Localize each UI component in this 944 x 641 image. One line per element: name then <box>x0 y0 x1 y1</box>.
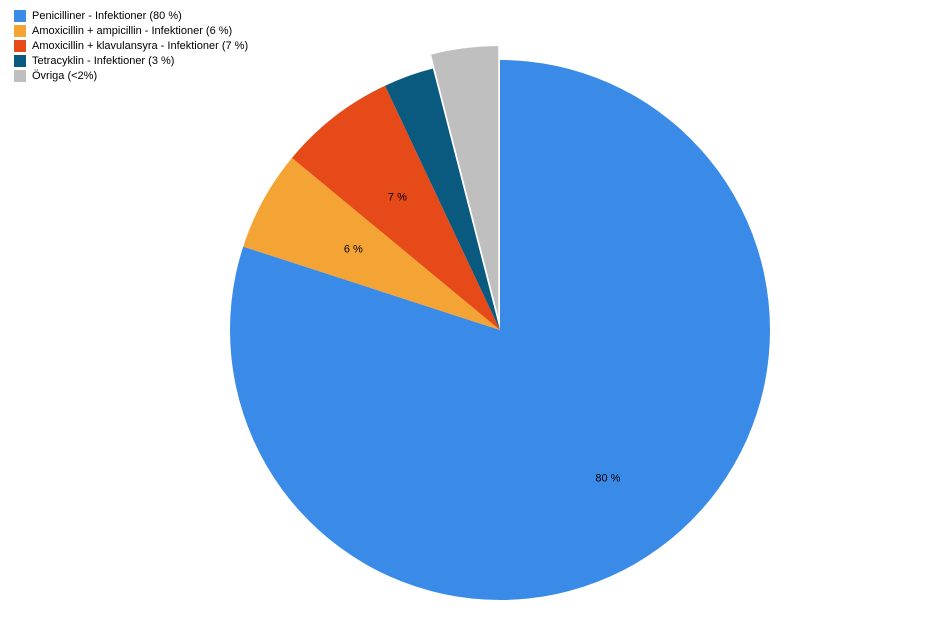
legend-swatch <box>14 70 26 82</box>
legend-swatch <box>14 40 26 52</box>
legend-swatch <box>14 25 26 37</box>
legend-swatch <box>14 10 26 22</box>
legend-item: Penicilliner - Infektioner (80 %) <box>14 8 248 23</box>
pie-chart: 80 %6 %7 %Övriga (<2%) <box>130 30 910 640</box>
slice-data-label: 6 % <box>344 243 363 255</box>
slice-data-label: 80 % <box>595 472 620 484</box>
slice-data-label: 7 % <box>388 192 407 204</box>
legend-swatch <box>14 55 26 67</box>
legend-label: Övriga (<2%) <box>32 70 97 82</box>
legend-label: Penicilliner - Infektioner (80 %) <box>32 10 182 22</box>
